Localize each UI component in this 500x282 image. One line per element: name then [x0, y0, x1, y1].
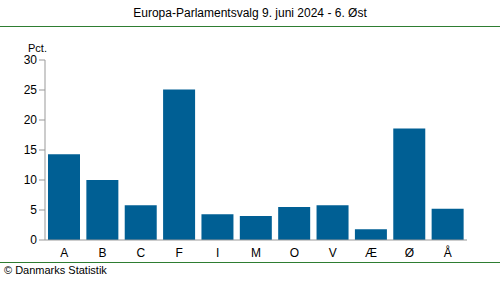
svg-text:V: V: [329, 246, 337, 260]
svg-text:30: 30: [24, 53, 38, 67]
html-text:Pct.: Pct.: [28, 42, 47, 54]
svg-text:C: C: [137, 246, 146, 260]
svg-text:B: B: [99, 246, 107, 260]
svg-text:Ø: Ø: [405, 246, 414, 260]
svg-text:A: A: [60, 246, 68, 260]
svg-text:0: 0: [30, 233, 37, 247]
svg-text:20: 20: [24, 113, 38, 127]
svg-text:5: 5: [30, 203, 37, 217]
svg-text:M: M: [251, 246, 261, 260]
svg-text:O: O: [290, 246, 299, 260]
html-text:© Danmarks Statistik: © Danmarks Statistik: [4, 264, 107, 276]
svg-text:Æ: Æ: [365, 246, 377, 260]
svg-text:Å: Å: [444, 245, 452, 260]
html-text:Europa-Parlamentsvalg 9. juni: Europa-Parlamentsvalg 9. juni 2024 - 6. …: [133, 6, 367, 20]
svg-text:F: F: [176, 246, 183, 260]
svg-text:10: 10: [24, 173, 38, 187]
svg-text:25: 25: [24, 83, 38, 97]
svg-text:15: 15: [24, 143, 38, 157]
svg-text:I: I: [216, 246, 219, 260]
